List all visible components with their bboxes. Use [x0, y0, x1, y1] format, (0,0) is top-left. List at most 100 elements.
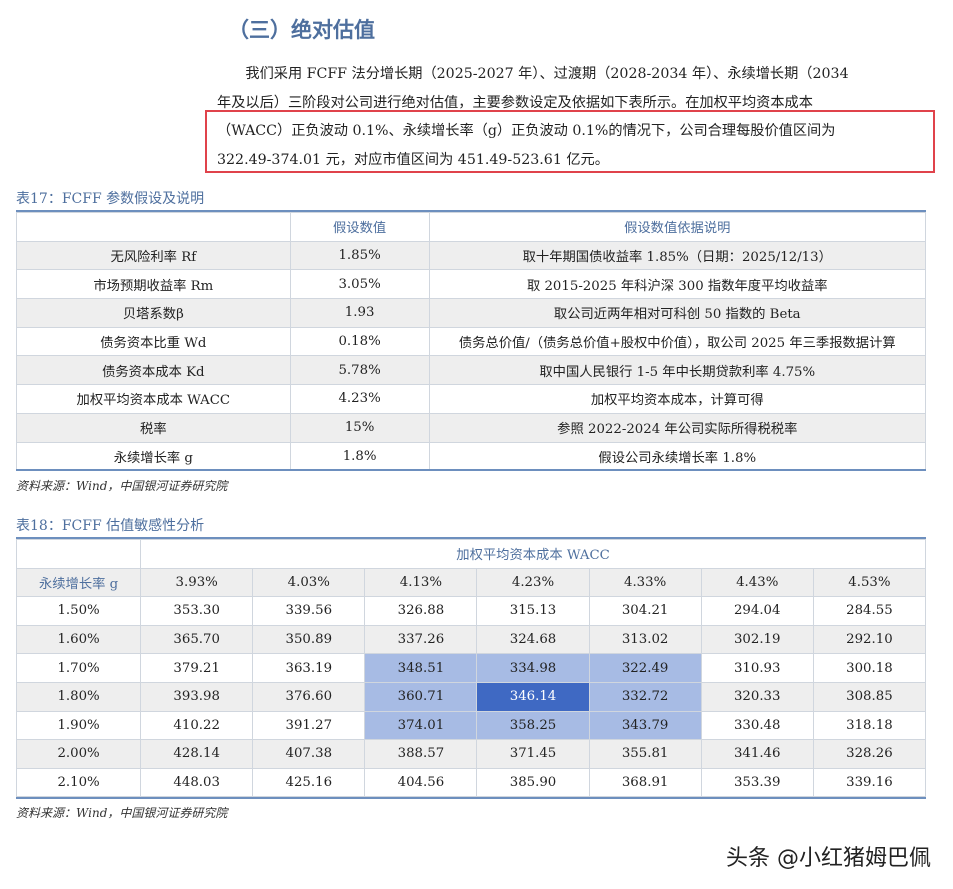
valuation-cell: 294.04 — [700, 596, 814, 626]
parameter-value-cell: 5.78% — [289, 355, 430, 386]
valuation-cell: 315.13 — [476, 596, 590, 626]
valuation-cell: 324.68 — [476, 624, 590, 655]
growth-rate-cell: 2.10% — [15, 767, 142, 798]
parameter-value-cell: 4.23% — [289, 384, 430, 414]
growth-rate-cell: 1.50% — [15, 596, 142, 626]
parameter-basis-cell: 假设公司永续增长率 1.8% — [428, 441, 927, 472]
table-row: 1.60% 365.70 350.89 337.26 324.68 313.02 302.1… — [15, 624, 927, 655]
table-row: 1.90% 410.22 391.27 374.01 358.25 343.79 330.4… — [15, 710, 927, 741]
wacc-value-cell: 4.13% — [364, 567, 478, 598]
valuation-cell: 428.14 — [140, 739, 254, 769]
table-row: 2.10% 448.03 425.16 404.56 385.90 368.91 353.3… — [15, 767, 927, 798]
valuation-cell: 348.51 — [364, 653, 478, 683]
valuation-cell: 332.72 — [588, 681, 702, 712]
wacc-value-cell: 4.23% — [476, 567, 590, 598]
valuation-cell: 355.81 — [588, 739, 702, 769]
parameter-basis-cell: 取十年期国债收益率 1.85%（日期：2025/12/13） — [428, 240, 927, 271]
valuation-cell: 322.49 — [588, 653, 702, 683]
parameter-basis-cell: 参照 2022-2024 年公司实际所得税税率 — [428, 412, 927, 443]
table-row: 1.50% 353.30 339.56 326.88 315.13 304.21 294.0… — [15, 596, 927, 626]
body-paragraph: 我们采用 FCFF 法分增长期（2025-2027 年）、过渡期（2028-20… — [217, 60, 927, 174]
table-header-cell: 假设数值依据说明 — [428, 212, 927, 242]
parameter-name-cell: 债务资本比重 Wd — [16, 326, 291, 357]
parameter-basis-cell: 加权平均资本成本，计算可得 — [428, 384, 927, 414]
table17-source: 资料来源：Wind，中国银河证券研究院 — [16, 479, 228, 493]
growth-rate-cell: 1.60% — [15, 624, 142, 655]
parameter-value-cell: 0.18% — [289, 326, 430, 357]
parameter-value-cell: 1.93 — [289, 298, 430, 328]
wacc-value-cell: 4.43% — [700, 567, 814, 598]
valuation-cell: 388.57 — [364, 739, 478, 769]
parameter-name-cell: 贝塔系数β — [16, 298, 291, 328]
wacc-value-cell: 4.33% — [588, 567, 702, 598]
wacc-value-cell: 4.03% — [252, 567, 366, 598]
valuation-cell: 363.19 — [252, 653, 366, 683]
table-row: 2.00% 428.14 407.38 388.57 371.45 355.81 341.4… — [15, 739, 927, 769]
table-row: 加权平均资本成本 WACC 4.23% 加权平均资本成本，计算可得 — [16, 384, 927, 414]
valuation-cell: 385.90 — [476, 767, 590, 798]
parameter-basis-cell: 债务总价值/（债务总价值+股权中价值），取公司 2025 年三季报数据计算 — [428, 326, 927, 357]
valuation-cell: 313.02 — [588, 624, 702, 655]
parameter-name-cell: 税率 — [16, 412, 291, 443]
valuation-cell: 310.93 — [700, 653, 814, 683]
valuation-cell: 339.56 — [252, 596, 366, 626]
sensitivity-table: 加权平均资本成本 WACC 永续增长率 g 3.93% 4.03% 4.13% 4.2… — [15, 539, 927, 798]
valuation-cell: 353.39 — [700, 767, 814, 798]
valuation-cell: 346.14 — [476, 681, 590, 712]
valuation-cell: 425.16 — [252, 767, 366, 798]
valuation-cell: 393.98 — [140, 681, 254, 712]
valuation-cell: 391.27 — [252, 710, 366, 741]
table17-top-rule — [16, 210, 926, 212]
paragraph-line: 322.49-374.01 元，对应市值区间为 451.49-523.61 亿元… — [217, 151, 609, 168]
valuation-cell: 448.03 — [140, 767, 254, 798]
growth-rate-cell: 1.80% — [15, 681, 142, 712]
watermark: 头条 @小红猪姆巴佩 — [726, 846, 931, 871]
parameter-name-cell: 市场预期收益率 Rm — [16, 269, 291, 300]
table-header-cell — [16, 212, 291, 242]
parameter-name-cell: 无风险利率 Rf — [16, 240, 291, 271]
wacc-values-row: 永续增长率 g 3.93% 4.03% 4.13% 4.23% 4.33% 4.43% 4.… — [15, 567, 927, 598]
valuation-cell: 318.18 — [812, 710, 927, 741]
table-row: 贝塔系数β 1.93 取公司近两年相对可科创 50 指数的 Beta — [16, 298, 927, 328]
valuation-cell: 360.71 — [364, 681, 478, 712]
parameter-name-cell: 加权平均资本成本 WACC — [16, 384, 291, 414]
valuation-cell: 334.98 — [476, 653, 590, 683]
parameter-name-cell: 永续增长率 g — [16, 441, 291, 472]
highlight-box — [205, 110, 935, 173]
valuation-cell: 410.22 — [140, 710, 254, 741]
parameter-value-cell: 3.05% — [289, 269, 430, 300]
growth-rate-cell: 2.00% — [15, 739, 142, 769]
valuation-cell: 339.16 — [812, 767, 927, 798]
growth-rate-cell: 1.70% — [15, 653, 142, 683]
valuation-cell: 330.48 — [700, 710, 814, 741]
table-row: 债务资本成本 Kd 5.78% 取中国人民银行 1-5 年中长期贷款利率 4.75% — [16, 355, 927, 386]
valuation-cell: 407.38 — [252, 739, 366, 769]
wacc-value-cell: 4.53% — [812, 567, 927, 598]
parameter-value-cell: 1.8% — [289, 441, 430, 472]
parameter-basis-cell: 取公司近两年相对可科创 50 指数的 Beta — [428, 298, 927, 328]
valuation-cell: 320.33 — [700, 681, 814, 712]
valuation-cell: 379.21 — [140, 653, 254, 683]
valuation-cell: 343.79 — [588, 710, 702, 741]
valuation-cell: 328.26 — [812, 739, 927, 769]
growth-rate-cell: 1.90% — [15, 710, 142, 741]
table-header-row: 加权平均资本成本 WACC — [15, 539, 926, 569]
parameter-basis-cell: 取 2015-2025 年科沪深 300 指数年度平均收益率 — [428, 269, 927, 300]
paragraph-line: 年及以后）三阶段对公司进行绝对估值，主要参数设定及依据如下表所示。在加权平均资本… — [217, 94, 813, 111]
valuation-cell: 284.55 — [812, 596, 927, 626]
table18-bottom-rule — [16, 797, 926, 799]
table18-title: 表18：FCFF 估值敏感性分析 — [16, 518, 205, 534]
table-row: 永续增长率 g 1.8% 假设公司永续增长率 1.8% — [16, 441, 927, 472]
valuation-cell: 300.18 — [812, 653, 927, 683]
valuation-cell: 365.70 — [140, 624, 254, 655]
wacc-value-cell: 3.93% — [140, 567, 254, 598]
parameter-basis-cell: 取中国人民银行 1-5 年中长期贷款利率 4.75% — [428, 355, 927, 386]
paragraph-line: 我们采用 FCFF 法分增长期（2025-2027 年）、过渡期（2028-20… — [217, 66, 849, 82]
valuation-cell: 368.91 — [588, 767, 702, 798]
parameter-value-cell: 15% — [289, 412, 430, 443]
table18-top-rule — [16, 537, 926, 539]
table-row: 1.80% 393.98 376.60 360.71 346.14 332.72 320.3… — [15, 681, 927, 712]
valuation-cell: 292.10 — [812, 624, 927, 655]
valuation-cell: 376.60 — [252, 681, 366, 712]
table-header-cell: 假设数值 — [289, 212, 430, 242]
